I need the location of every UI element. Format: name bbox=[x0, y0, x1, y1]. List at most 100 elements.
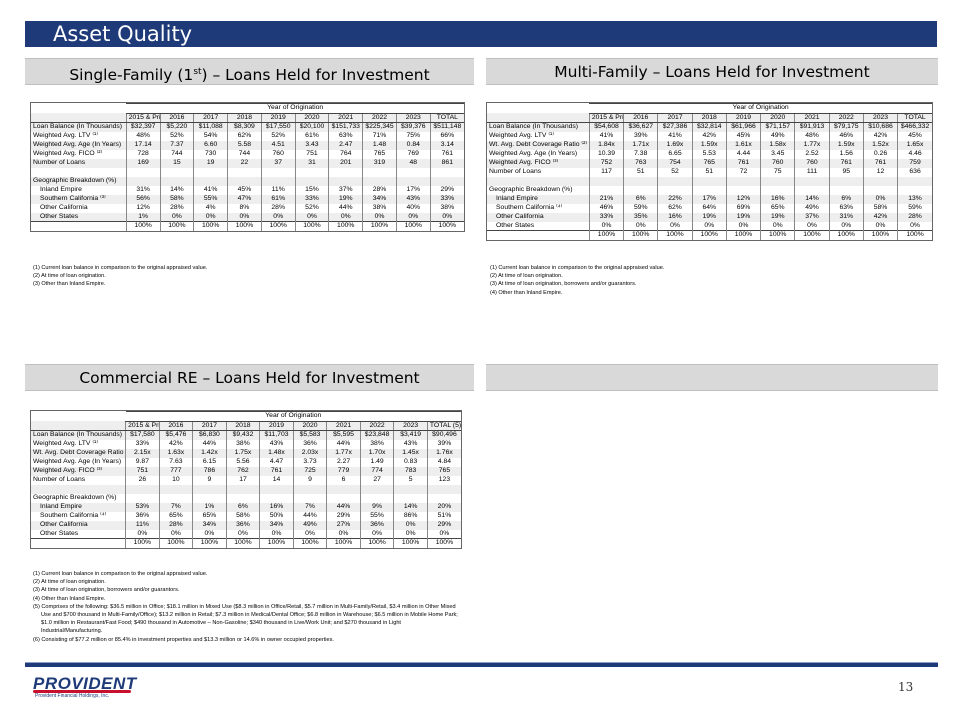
column-header: 2022 bbox=[359, 421, 394, 432]
table-cell: 27% bbox=[326, 520, 361, 530]
table-cell bbox=[395, 176, 431, 186]
footer-accent-line bbox=[25, 662, 938, 663]
table-row: Number of Loans 169 15 19 22 37 31 201 319 48 861 bbox=[31, 158, 464, 168]
total-row-blank bbox=[487, 230, 590, 240]
column-header: 2023 bbox=[395, 113, 431, 124]
table-cell: 3.45 bbox=[760, 149, 795, 159]
column-header: TOTAL bbox=[897, 113, 932, 124]
table-cell: 1.77x bbox=[794, 140, 830, 150]
table-row: Weighted Avg. LTV ⁽¹⁾ 41% 39% 41% 42% 45% 49% 4… bbox=[487, 131, 932, 141]
table-cell bbox=[828, 176, 864, 186]
table-cell: 34% bbox=[192, 520, 227, 530]
table-cell: $91,913 bbox=[794, 122, 830, 132]
table-cell: 1.63x bbox=[158, 448, 193, 458]
table-cell: 1.61x bbox=[725, 140, 761, 150]
table-cell: 5.56 bbox=[225, 457, 260, 467]
table-cell: 14 bbox=[259, 475, 294, 485]
table-cell: 86% bbox=[393, 511, 428, 521]
multi-family-title: Multi-Family – Loans Held for Investment bbox=[554, 63, 870, 81]
table-cell: 728 bbox=[125, 149, 161, 159]
table-cell bbox=[192, 493, 227, 503]
table-cell: 16% bbox=[760, 194, 795, 204]
total-row: 100% 100% 100% 100% 100% 100% 100% 100% 100% 100% bbox=[31, 221, 464, 231]
table-cell: 9 bbox=[292, 475, 327, 485]
year-of-origination-header: Year of Origination bbox=[126, 103, 464, 114]
table-cell bbox=[359, 493, 394, 503]
total-cell: 100% bbox=[159, 221, 194, 231]
table-cell bbox=[159, 176, 194, 186]
column-header: 2020 bbox=[760, 113, 795, 124]
table-row: Geographic Breakdown (%) bbox=[31, 176, 464, 186]
table-cell bbox=[429, 176, 464, 186]
table-cell: 49% bbox=[794, 203, 830, 213]
table-cell: 760 bbox=[260, 149, 296, 159]
table-cell bbox=[691, 176, 727, 186]
table-cell: 19% bbox=[691, 212, 727, 222]
table-cell: $20,100 bbox=[294, 122, 329, 132]
table-cell: 1.59x bbox=[828, 140, 864, 150]
table-cell: 761 bbox=[862, 158, 898, 168]
row-label: Loan Balance (In Thousands) bbox=[31, 122, 127, 132]
total-cell: 100% bbox=[691, 230, 727, 240]
row-label: Geographic Breakdown (%) bbox=[33, 493, 117, 501]
table-cell: 1.49 bbox=[359, 457, 394, 467]
row-label: Weighted Avg. FICO ⁽³⁾ bbox=[31, 466, 126, 476]
total-cell: 100% bbox=[393, 538, 428, 548]
footnote: (4) Other than Inland Empire. bbox=[490, 289, 563, 296]
table-cell: 123 bbox=[426, 475, 461, 485]
row-label: Southern California ⁽⁴⁾ bbox=[496, 203, 563, 211]
table-cell: 42% bbox=[862, 212, 898, 222]
table-cell: $5,220 bbox=[159, 122, 194, 132]
table-cell bbox=[657, 176, 693, 186]
table-cell: 44% bbox=[192, 439, 227, 449]
row-label: Geographic Breakdown (%) bbox=[31, 176, 127, 186]
column-header: 2019 bbox=[725, 113, 761, 124]
row-label: Weighted Avg. FICO ⁽³⁾ bbox=[487, 158, 590, 168]
row-label: Number of Loans bbox=[489, 167, 542, 175]
table-cell: 0% bbox=[393, 529, 428, 539]
table-cell: 759 bbox=[897, 158, 932, 168]
column-header-blank bbox=[487, 113, 590, 124]
table-cell: 4.46 bbox=[897, 149, 932, 159]
table-cell: 9% bbox=[359, 502, 394, 512]
table-cell: 44% bbox=[292, 511, 327, 521]
table-cell bbox=[725, 185, 761, 195]
table-cell: 761 bbox=[828, 158, 864, 168]
footnote: (3) At time of loan origination, borrowe… bbox=[33, 587, 180, 594]
table-cell: 33% bbox=[429, 194, 464, 204]
column-header: 2019 bbox=[260, 113, 296, 124]
total-row-blank bbox=[31, 538, 126, 548]
table-cell: 0% bbox=[328, 212, 363, 222]
table-cell: 50% bbox=[259, 511, 294, 521]
table-row: Weighted Avg. LTV ⁽¹⁾ 33% 42% 44% 38% 43% 36% 4… bbox=[31, 439, 461, 449]
table-cell: $3,419 bbox=[393, 430, 428, 440]
table-cell: 59% bbox=[897, 203, 932, 213]
table-cell: 47% bbox=[227, 194, 262, 204]
table-cell bbox=[862, 176, 898, 186]
table-cell: 0% bbox=[725, 221, 761, 231]
row-label: Loan Balance (In Thousands) bbox=[31, 430, 126, 440]
table-row: Weighted Avg. FICO ⁽³⁾ 752 763 754 765 761 760… bbox=[487, 158, 932, 168]
row-label: Weighted Avg. Age (In Years) bbox=[31, 140, 127, 150]
row-label: Other California bbox=[487, 212, 590, 222]
table-cell bbox=[623, 176, 658, 186]
table-cell: 35% bbox=[623, 212, 658, 222]
table-cell: 38% bbox=[359, 439, 394, 449]
column-header: 2018 bbox=[225, 421, 260, 432]
table-row: Weighted Avg. FICO ⁽³⁾ 751 777 786 762 761 725… bbox=[31, 466, 461, 476]
row-label: Weighted Avg. Age (In Years) bbox=[489, 149, 578, 157]
footnote: (3) Other than Inland Empire. bbox=[33, 281, 106, 288]
table-cell: 760 bbox=[760, 158, 795, 168]
row-label: Other California bbox=[31, 520, 126, 530]
table-cell: 71% bbox=[362, 131, 397, 141]
total-cell: 100% bbox=[125, 538, 160, 548]
table-cell: 774 bbox=[359, 466, 394, 476]
footnote: (3) At time of loan origination, borrowe… bbox=[490, 281, 637, 288]
table-cell: 0.26 bbox=[862, 149, 898, 159]
footnote: (4) Other than Inland Empire. bbox=[33, 595, 106, 602]
page-title: Asset Quality bbox=[53, 22, 193, 46]
table-cell: 34% bbox=[259, 520, 294, 530]
